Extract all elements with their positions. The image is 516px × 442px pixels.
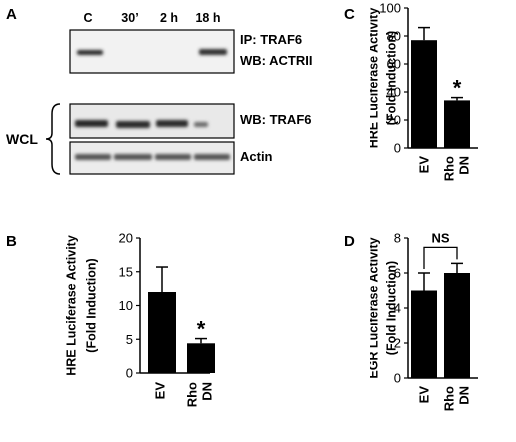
ns-bracket-d — [423, 246, 458, 269]
y-tick-label-c: 20 — [387, 113, 401, 128]
actin-label: Actin — [240, 149, 273, 164]
category-label-d-1: DN — [456, 386, 471, 405]
panel-a-blots: C 30’ 2 h 18 h IP: TRAF6 — [0, 0, 340, 230]
y-tick-label-c: 100 — [379, 1, 401, 16]
actin-band-c — [75, 154, 111, 160]
traf6-band-30min — [116, 121, 150, 128]
wb-traf6-label: WB: TRAF6 — [240, 112, 312, 127]
y-tick-label-d: 2 — [394, 336, 401, 351]
chart-panel-c: 0 20 40 60 80 100 EV Rho DN HRE Luciferase Activi… — [370, 1, 478, 181]
chart-panel-d: 0 2 4 6 8 EV Rho DN EGR Luciferase Activity (Fold… — [370, 230, 478, 411]
significance-star-b: * — [197, 317, 206, 342]
actin-band-30min — [114, 154, 152, 160]
y-tick-label-c: 80 — [387, 29, 401, 44]
bar-b-1 — [187, 343, 215, 373]
bar-b-0 — [148, 292, 176, 373]
panel-d-letter: D — [344, 233, 355, 250]
ip-band-18h — [199, 49, 227, 55]
traf6-band-c — [75, 120, 108, 127]
bar-c-0 — [411, 40, 437, 149]
traf6-band-18h — [194, 122, 208, 127]
panel-a-letter: A — [6, 6, 17, 23]
y-axis-label-c: (Fold Induction) — [384, 31, 398, 125]
y-tick-label-b: 10 — [119, 298, 133, 313]
chart-panel-b: 0 5 10 15 20 EV Rho DN HRE Luciferase Activity (F… — [64, 231, 215, 407]
category-label-b-1: Rho — [184, 382, 199, 407]
panel-b-letter: B — [6, 233, 17, 250]
y-axis-label-b: HRE Luciferase Activity — [64, 235, 78, 376]
y-axis-label-b: (Fold Induction) — [84, 258, 98, 352]
blot-images — [45, 29, 235, 175]
bar-d-1 — [444, 273, 470, 378]
y-tick-label-c: 60 — [387, 57, 401, 72]
y-tick-label-d: 6 — [394, 266, 401, 281]
wcl-brace — [45, 103, 61, 175]
ip-traf6-label: IP: TRAF6 — [240, 32, 303, 47]
lane-label-30min: 30’ — [121, 11, 139, 25]
category-label-b-0: EV — [152, 382, 167, 400]
category-label-c-1: Rho — [441, 156, 456, 181]
y-tick-label-b: 5 — [126, 332, 133, 347]
lane-label-2h: 2 h — [159, 11, 179, 25]
wb-actrii-label: WB: ACTRII — [240, 53, 313, 68]
y-tick-label-d: 4 — [394, 301, 401, 316]
panel-c-letter: C — [344, 6, 355, 23]
actin-band-2h — [155, 154, 191, 160]
y-tick-label-b: 0 — [126, 366, 133, 381]
actin-band-18h — [194, 154, 230, 160]
y-tick-label-c: 40 — [387, 85, 401, 100]
y-tick-label-c: 0 — [394, 141, 401, 156]
traf6-band-2h — [156, 120, 188, 127]
y-tick-label-b: 20 — [119, 231, 133, 246]
y-tick-label-d: 8 — [394, 231, 401, 246]
wcl-label: WCL — [6, 131, 38, 147]
category-label-c-1: DN — [456, 156, 471, 175]
bar-c-1 — [444, 100, 470, 148]
y-axis-label-d: EGR Luciferase Activity — [370, 237, 380, 378]
y-tick-label-d: 0 — [394, 371, 401, 386]
significance-star-c: * — [453, 76, 462, 101]
lane-label-18h: 18 h — [195, 11, 221, 25]
y-axis-label-d: (Fold Induction) — [384, 261, 398, 355]
category-label-d-0: EV — [416, 386, 431, 404]
y-axis-label-c: HRE Luciferase Activity — [370, 8, 380, 149]
bar-d-0 — [411, 290, 437, 378]
lane-label-c: C — [83, 11, 93, 25]
y-tick-label-b: 15 — [119, 264, 133, 279]
ip-band-c — [77, 50, 103, 55]
category-label-c-0: EV — [416, 156, 431, 174]
category-label-d-1: Rho — [441, 386, 456, 411]
ns-label-d: NS — [431, 230, 449, 245]
category-label-b-1: DN — [199, 382, 214, 401]
